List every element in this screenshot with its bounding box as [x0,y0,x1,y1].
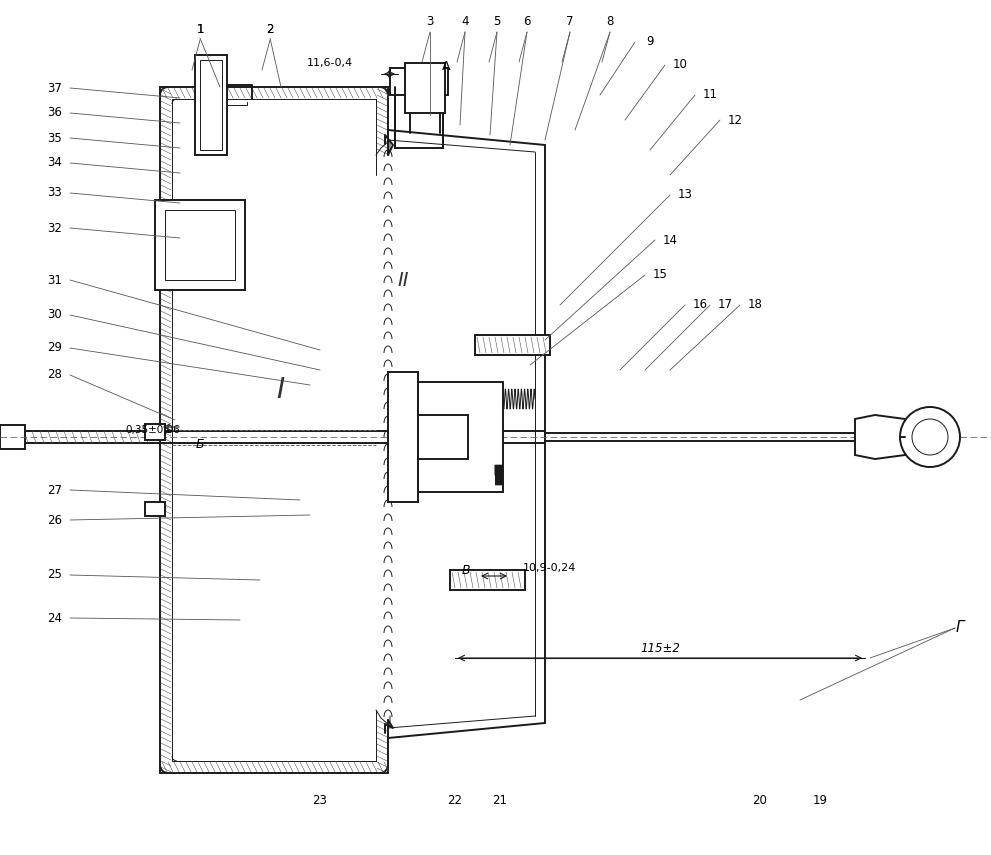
Text: 28: 28 [48,369,62,381]
Text: 9: 9 [646,36,654,49]
Text: 31: 31 [48,274,62,286]
Text: 11,6-0,4: 11,6-0,4 [307,58,353,68]
Text: 2: 2 [267,23,274,37]
Text: 24: 24 [48,611,62,624]
Text: 10,9-0,24: 10,9-0,24 [523,563,577,573]
Text: 22: 22 [448,793,463,806]
Bar [145,502,165,516]
Text: 12: 12 [727,114,742,127]
Bar [395,93,443,148]
Text: I: I [275,376,284,404]
Bar [145,424,165,440]
Text: 4: 4 [461,15,469,28]
Bar [475,335,550,355]
Text: 0,35±0,06: 0,35±0,06 [125,425,179,435]
Text: 5: 5 [494,15,500,28]
Text: 34: 34 [48,156,62,169]
Text: 8: 8 [606,15,613,28]
Text: 37: 37 [48,81,62,95]
Text: 36: 36 [48,107,62,120]
Text: 15: 15 [652,268,667,281]
Circle shape [912,419,948,455]
Text: 17: 17 [717,298,732,311]
Text: 26: 26 [48,514,62,527]
Text: 18: 18 [747,298,762,311]
Text: A: A [442,61,450,74]
Text: 13: 13 [678,188,693,202]
Bar [0,425,25,449]
Text: 6: 6 [523,15,531,28]
Bar [165,210,235,280]
Text: 25: 25 [48,569,62,581]
Bar [418,415,468,459]
Text: 3: 3 [426,15,434,28]
Text: Б: Б [195,439,204,451]
Polygon shape [855,415,905,459]
Text: 32: 32 [48,221,62,234]
Text: 115±2: 115±2 [640,641,680,654]
Bar [418,382,503,492]
Bar [390,68,448,95]
Bar [405,63,445,113]
Bar [195,55,227,155]
Text: 7: 7 [566,15,574,28]
Text: 30: 30 [48,309,62,321]
Text: 21: 21 [493,793,507,806]
Text: 1: 1 [196,23,204,37]
Text: 33: 33 [48,186,62,199]
Circle shape [900,407,960,467]
Bar [388,372,418,502]
Bar [450,570,525,590]
Text: 10: 10 [673,58,688,72]
Text: 27: 27 [48,483,62,497]
Text: II: II [397,270,408,290]
Bar [200,60,222,150]
Text: 14: 14 [663,233,678,246]
Text: 29: 29 [48,341,62,355]
Text: 19: 19 [813,793,827,806]
Text: 16: 16 [693,298,708,311]
Text: 23: 23 [312,793,327,806]
Text: 11: 11 [703,89,717,102]
Text: 35: 35 [48,132,62,144]
Text: 2: 2 [267,23,274,37]
Polygon shape [155,200,245,290]
Text: Г: Г [955,621,964,635]
Text: 20: 20 [752,793,767,806]
Text: B: B [462,563,471,576]
Text: 1: 1 [196,23,204,37]
